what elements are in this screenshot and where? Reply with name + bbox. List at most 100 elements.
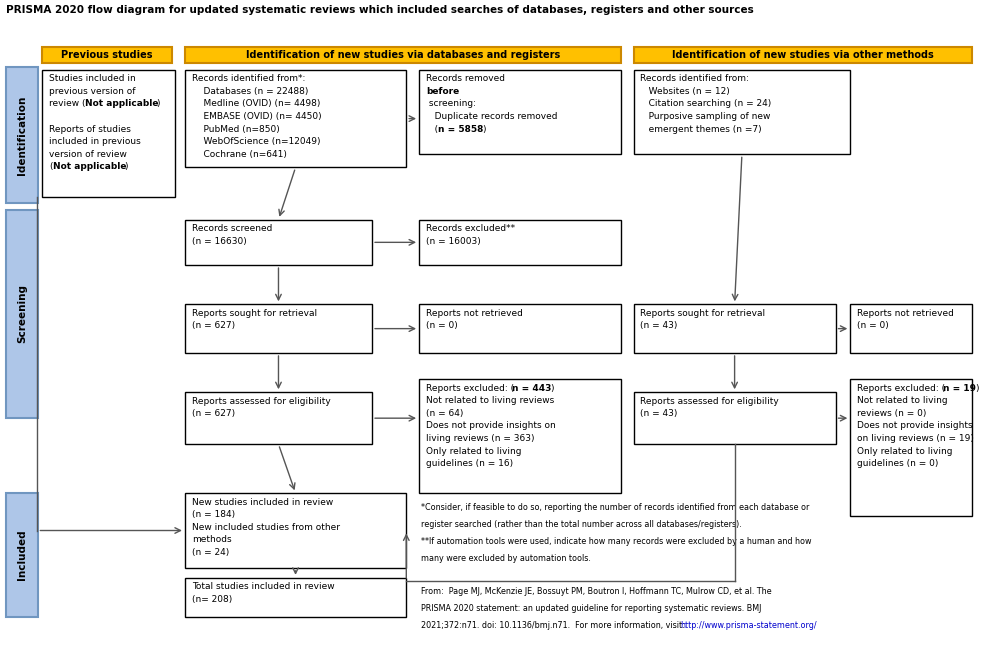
FancyBboxPatch shape bbox=[6, 67, 38, 203]
FancyBboxPatch shape bbox=[419, 220, 621, 265]
Text: emergent themes (n =7): emergent themes (n =7) bbox=[640, 125, 762, 133]
Text: Duplicate records removed: Duplicate records removed bbox=[426, 112, 557, 121]
FancyBboxPatch shape bbox=[185, 304, 372, 353]
Text: ): ) bbox=[550, 384, 554, 392]
Text: Reports of studies: Reports of studies bbox=[49, 125, 131, 133]
FancyBboxPatch shape bbox=[634, 304, 836, 353]
Text: ): ) bbox=[157, 99, 160, 109]
FancyBboxPatch shape bbox=[42, 47, 172, 63]
Text: (n = 43): (n = 43) bbox=[640, 409, 678, 419]
Text: Not related to living reviews: Not related to living reviews bbox=[426, 396, 554, 405]
Text: register searched (rather than the total number across all databases/registers).: register searched (rather than the total… bbox=[421, 520, 742, 529]
Text: Previous studies: Previous studies bbox=[61, 50, 153, 60]
Text: previous version of: previous version of bbox=[49, 87, 136, 96]
Text: Medline (OVID) (n= 4498): Medline (OVID) (n= 4498) bbox=[192, 99, 320, 109]
Text: ): ) bbox=[482, 125, 485, 133]
Text: reviews (n = 0): reviews (n = 0) bbox=[857, 409, 926, 418]
Text: Not applicable: Not applicable bbox=[53, 162, 126, 171]
Text: Reports sought for retrieval: Reports sought for retrieval bbox=[192, 309, 317, 318]
Text: Reports assessed for eligibility: Reports assessed for eligibility bbox=[640, 397, 779, 405]
FancyBboxPatch shape bbox=[419, 70, 621, 154]
FancyBboxPatch shape bbox=[634, 392, 836, 444]
Text: 2021;372:n71. doi: 10.1136/bmj.n71.  For more information, visit:: 2021;372:n71. doi: 10.1136/bmj.n71. For … bbox=[421, 621, 687, 630]
Text: living reviews (n = 363): living reviews (n = 363) bbox=[426, 434, 534, 443]
Text: Reports excluded: (: Reports excluded: ( bbox=[857, 384, 945, 392]
Text: Reports sought for retrieval: Reports sought for retrieval bbox=[640, 309, 766, 318]
Text: Only related to living: Only related to living bbox=[857, 447, 953, 456]
Text: Websites (n = 12): Websites (n = 12) bbox=[640, 87, 730, 96]
Text: Cochrane (n=641): Cochrane (n=641) bbox=[192, 150, 287, 159]
FancyBboxPatch shape bbox=[185, 70, 406, 167]
FancyBboxPatch shape bbox=[850, 379, 972, 516]
Text: Does not provide insights on: Does not provide insights on bbox=[426, 421, 556, 430]
Text: Only related to living: Only related to living bbox=[426, 447, 521, 456]
Text: Reports not retrieved: Reports not retrieved bbox=[426, 309, 523, 318]
Text: Not applicable: Not applicable bbox=[85, 99, 158, 109]
Text: Identification: Identification bbox=[17, 95, 27, 175]
Text: ): ) bbox=[975, 384, 979, 392]
Text: New studies included in review: New studies included in review bbox=[192, 498, 333, 507]
Text: guidelines (n = 16): guidelines (n = 16) bbox=[426, 459, 513, 468]
FancyBboxPatch shape bbox=[850, 304, 972, 353]
Text: Total studies included in review: Total studies included in review bbox=[192, 582, 334, 591]
Text: **If automation tools were used, indicate how many records were excluded by a hu: **If automation tools were used, indicat… bbox=[421, 537, 811, 545]
Text: PRISMA 2020 flow diagram for updated systematic reviews which included searches : PRISMA 2020 flow diagram for updated sys… bbox=[6, 5, 754, 14]
Text: Records screened: Records screened bbox=[192, 224, 272, 233]
Text: Records identified from:: Records identified from: bbox=[640, 75, 749, 83]
Text: Identification of new studies via other methods: Identification of new studies via other … bbox=[672, 50, 934, 60]
Text: (n = 24): (n = 24) bbox=[192, 548, 229, 557]
Text: (n = 16630): (n = 16630) bbox=[192, 237, 246, 246]
FancyBboxPatch shape bbox=[419, 304, 621, 353]
Text: (n = 0): (n = 0) bbox=[857, 321, 889, 330]
FancyBboxPatch shape bbox=[185, 47, 621, 63]
Text: (n = 184): (n = 184) bbox=[192, 510, 235, 519]
Text: From:  Page MJ, McKenzie JE, Bossuyt PM, Boutron I, Hoffmann TC, Mulrow CD, et a: From: Page MJ, McKenzie JE, Bossuyt PM, … bbox=[421, 587, 772, 596]
Text: Databases (n = 22488): Databases (n = 22488) bbox=[192, 87, 308, 96]
Text: *Consider, if feasible to do so, reporting the number of records identified from: *Consider, if feasible to do so, reporti… bbox=[421, 503, 809, 512]
Text: (n = 0): (n = 0) bbox=[426, 321, 458, 330]
FancyBboxPatch shape bbox=[42, 70, 175, 197]
Text: review (: review ( bbox=[49, 99, 86, 109]
Text: 2021;372:n71. doi: 10.1136/bmj.n71.  For more information, visit:: 2021;372:n71. doi: 10.1136/bmj.n71. For … bbox=[421, 621, 687, 630]
FancyBboxPatch shape bbox=[634, 70, 850, 154]
Text: EMBASE (OVID) (n= 4450): EMBASE (OVID) (n= 4450) bbox=[192, 112, 321, 121]
Text: PubMed (n=850): PubMed (n=850) bbox=[192, 125, 279, 133]
Text: Identification of new studies via databases and registers: Identification of new studies via databa… bbox=[246, 50, 560, 60]
Text: Included: Included bbox=[17, 530, 27, 580]
Text: on living reviews (n = 19): on living reviews (n = 19) bbox=[857, 434, 974, 443]
FancyBboxPatch shape bbox=[185, 493, 406, 568]
Text: (n = 43): (n = 43) bbox=[640, 321, 678, 330]
Text: Purposive sampling of new: Purposive sampling of new bbox=[640, 112, 771, 121]
Text: Records removed: Records removed bbox=[426, 75, 508, 83]
Text: (: ( bbox=[426, 125, 438, 133]
Text: n = 19: n = 19 bbox=[943, 384, 976, 392]
Text: (: ( bbox=[49, 162, 53, 171]
FancyBboxPatch shape bbox=[6, 210, 38, 418]
FancyBboxPatch shape bbox=[185, 220, 372, 265]
Text: New included studies from other: New included studies from other bbox=[192, 523, 340, 532]
FancyBboxPatch shape bbox=[419, 379, 621, 493]
Text: n = 5858: n = 5858 bbox=[438, 125, 483, 133]
Text: many were excluded by automation tools.: many were excluded by automation tools. bbox=[421, 554, 591, 562]
Text: ): ) bbox=[124, 162, 128, 171]
Text: screening:: screening: bbox=[426, 99, 476, 109]
Text: Citation searching (n = 24): Citation searching (n = 24) bbox=[640, 99, 772, 109]
Text: Records identified from*:: Records identified from*: bbox=[192, 75, 305, 83]
Text: http://www.prisma-statement.org/: http://www.prisma-statement.org/ bbox=[681, 621, 817, 630]
Text: (n = 64): (n = 64) bbox=[426, 409, 463, 418]
Text: Does not provide insights: Does not provide insights bbox=[857, 421, 973, 430]
Text: WebOfScience (n=12049): WebOfScience (n=12049) bbox=[192, 137, 320, 146]
Text: Screening: Screening bbox=[17, 284, 27, 343]
FancyBboxPatch shape bbox=[185, 392, 372, 444]
FancyBboxPatch shape bbox=[6, 493, 38, 617]
Text: (n = 16003): (n = 16003) bbox=[426, 237, 481, 246]
Text: n = 443: n = 443 bbox=[512, 384, 551, 392]
Text: (n = 627): (n = 627) bbox=[192, 321, 235, 330]
Text: included in previous: included in previous bbox=[49, 137, 141, 146]
Text: version of review: version of review bbox=[49, 150, 127, 159]
Text: Not related to living: Not related to living bbox=[857, 396, 948, 405]
FancyBboxPatch shape bbox=[185, 577, 406, 617]
Text: Reports assessed for eligibility: Reports assessed for eligibility bbox=[192, 397, 330, 405]
Text: Studies included in: Studies included in bbox=[49, 75, 136, 83]
Text: PRISMA 2020 statement: an updated guideline for reporting systematic reviews. BM: PRISMA 2020 statement: an updated guidel… bbox=[421, 604, 761, 613]
